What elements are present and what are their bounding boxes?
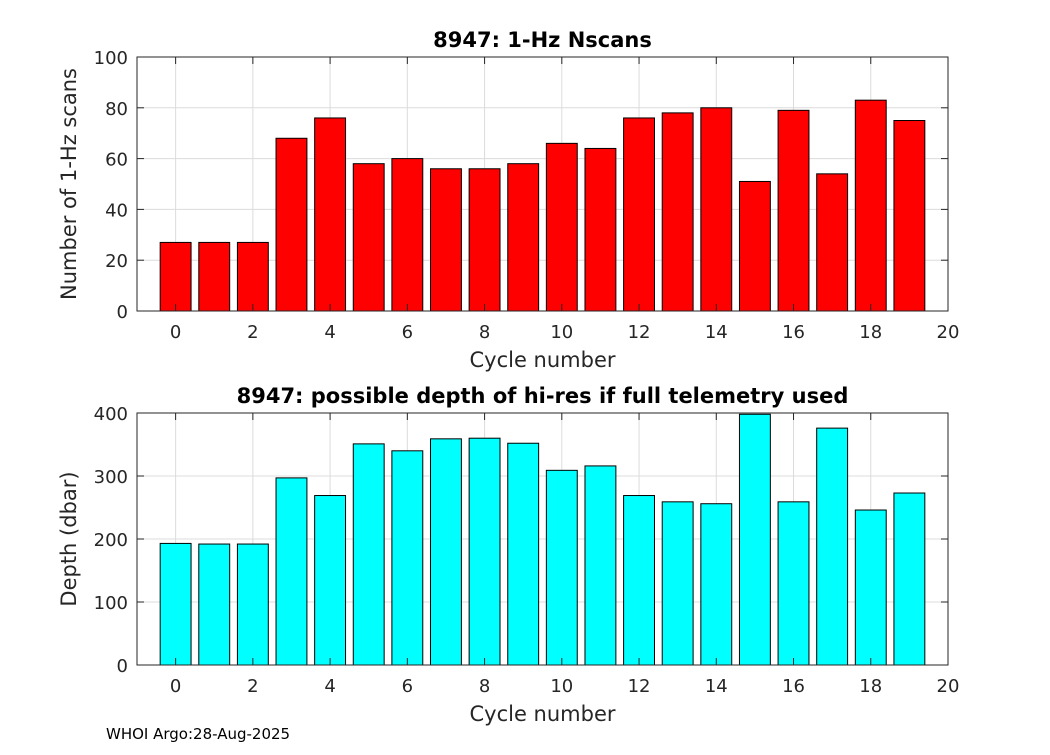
bars — [159, 413, 926, 666]
y-tick-label: 60 — [105, 150, 128, 171]
x-tick-label: 6 — [402, 322, 413, 343]
axes-box — [136, 56, 949, 312]
chart-title: 8947: possible depth of hi-res if full t… — [237, 384, 849, 408]
plot-area — [137, 57, 948, 311]
bar-cycle-5 — [352, 163, 385, 312]
x-tick-label: 4 — [324, 322, 335, 343]
y-axis-label: Depth (dbar) — [57, 471, 81, 606]
bar-cycle-18 — [854, 509, 887, 666]
bar-cycle-4 — [314, 495, 347, 666]
footer-credit: WHOI Argo:28-Aug-2025 — [106, 725, 291, 743]
bar-cycle-10 — [545, 469, 578, 666]
bar-cycle-6 — [391, 450, 424, 666]
x-tick-label: 10 — [550, 676, 573, 697]
bar-cycle-3 — [275, 137, 308, 312]
bars — [159, 99, 926, 312]
x-tick-label: 12 — [628, 676, 651, 697]
chart-title: 8947: 1-Hz Nscans — [433, 28, 652, 52]
bar-cycle-7 — [430, 438, 462, 666]
bar-cycle-0 — [159, 241, 192, 312]
x-tick-label: 10 — [550, 322, 573, 343]
bar-cycle-15 — [738, 413, 771, 666]
bar-cycle-4 — [314, 117, 347, 312]
bar-cycle-7 — [430, 168, 462, 312]
y-tick-label: 20 — [105, 251, 128, 272]
bar-cycle-2 — [236, 241, 269, 312]
bar-cycle-11 — [584, 147, 617, 312]
chart-panel-nscans: 0 2 4 6 8 10 12 14 16 18 20 0 20 40 60 80 100 8947: 1-Hz … — [57, 28, 959, 372]
bar-cycle-3 — [275, 477, 308, 666]
x-tick-label: 16 — [782, 322, 805, 343]
y-tick-label: 400 — [94, 404, 128, 425]
bar-cycle-8 — [468, 168, 501, 312]
x-tick-label: 2 — [247, 322, 258, 343]
y-tick-label: 300 — [94, 467, 128, 488]
y-tick-label: 200 — [94, 530, 128, 551]
bar-cycle-13 — [661, 501, 694, 666]
bar-cycle-9 — [507, 442, 540, 666]
bar-cycle-16 — [777, 501, 810, 666]
x-tick-label: 2 — [247, 676, 258, 697]
x-tick-label: 6 — [402, 676, 413, 697]
x-tick-label: 8 — [479, 322, 490, 343]
bar-cycle-12 — [623, 117, 655, 312]
bar-cycle-8 — [468, 437, 501, 666]
bar-cycle-12 — [623, 495, 655, 666]
bar-cycle-1 — [198, 241, 231, 312]
x-tick-label: 4 — [324, 676, 335, 697]
x-tick-label: 8 — [479, 676, 490, 697]
bar-cycle-18 — [854, 99, 887, 312]
bar-cycle-1 — [198, 543, 231, 666]
bar-cycle-2 — [236, 543, 269, 666]
y-tick-label: 80 — [105, 99, 128, 120]
bar-cycle-9 — [507, 163, 540, 312]
bar-cycle-13 — [661, 112, 694, 312]
y-tick-label: 100 — [94, 48, 128, 69]
x-tick-label: 20 — [937, 676, 960, 697]
x-axis-label: Cycle number — [469, 348, 615, 372]
bar-cycle-6 — [391, 158, 424, 312]
y-tick-label: 40 — [105, 200, 128, 221]
x-tick-label: 18 — [859, 676, 882, 697]
x-tick-label: 0 — [170, 322, 181, 343]
bar-cycle-17 — [816, 427, 849, 666]
bar-cycle-10 — [545, 142, 578, 312]
x-tick-label: 20 — [937, 322, 960, 343]
x-tick-label: 18 — [859, 322, 882, 343]
bar-cycle-15 — [738, 180, 771, 312]
bar-cycle-17 — [816, 173, 849, 312]
y-axis-label: Number of 1-Hz scans — [57, 68, 81, 300]
y-tick-label: 100 — [94, 593, 128, 614]
x-tick-label: 14 — [705, 676, 728, 697]
x-axis-label: Cycle number — [469, 702, 615, 726]
x-tick-label: 16 — [782, 676, 805, 697]
bar-cycle-16 — [777, 109, 810, 312]
y-tick-label: 0 — [117, 656, 128, 677]
ticks: 0 2 4 6 8 10 12 14 16 18 20 0 20 40 60 80 100 — [94, 48, 960, 343]
x-tick-label: 12 — [628, 322, 651, 343]
bar-cycle-11 — [584, 465, 617, 666]
bar-cycle-19 — [893, 120, 926, 312]
bar-cycle-19 — [893, 492, 926, 666]
y-tick-label: 0 — [117, 302, 128, 323]
bar-cycle-5 — [352, 443, 385, 666]
x-tick-label: 14 — [705, 322, 728, 343]
x-tick-label: 0 — [170, 676, 181, 697]
bar-cycle-0 — [159, 542, 192, 666]
bar-cycle-14 — [700, 107, 733, 312]
bar-cycle-14 — [700, 503, 733, 666]
